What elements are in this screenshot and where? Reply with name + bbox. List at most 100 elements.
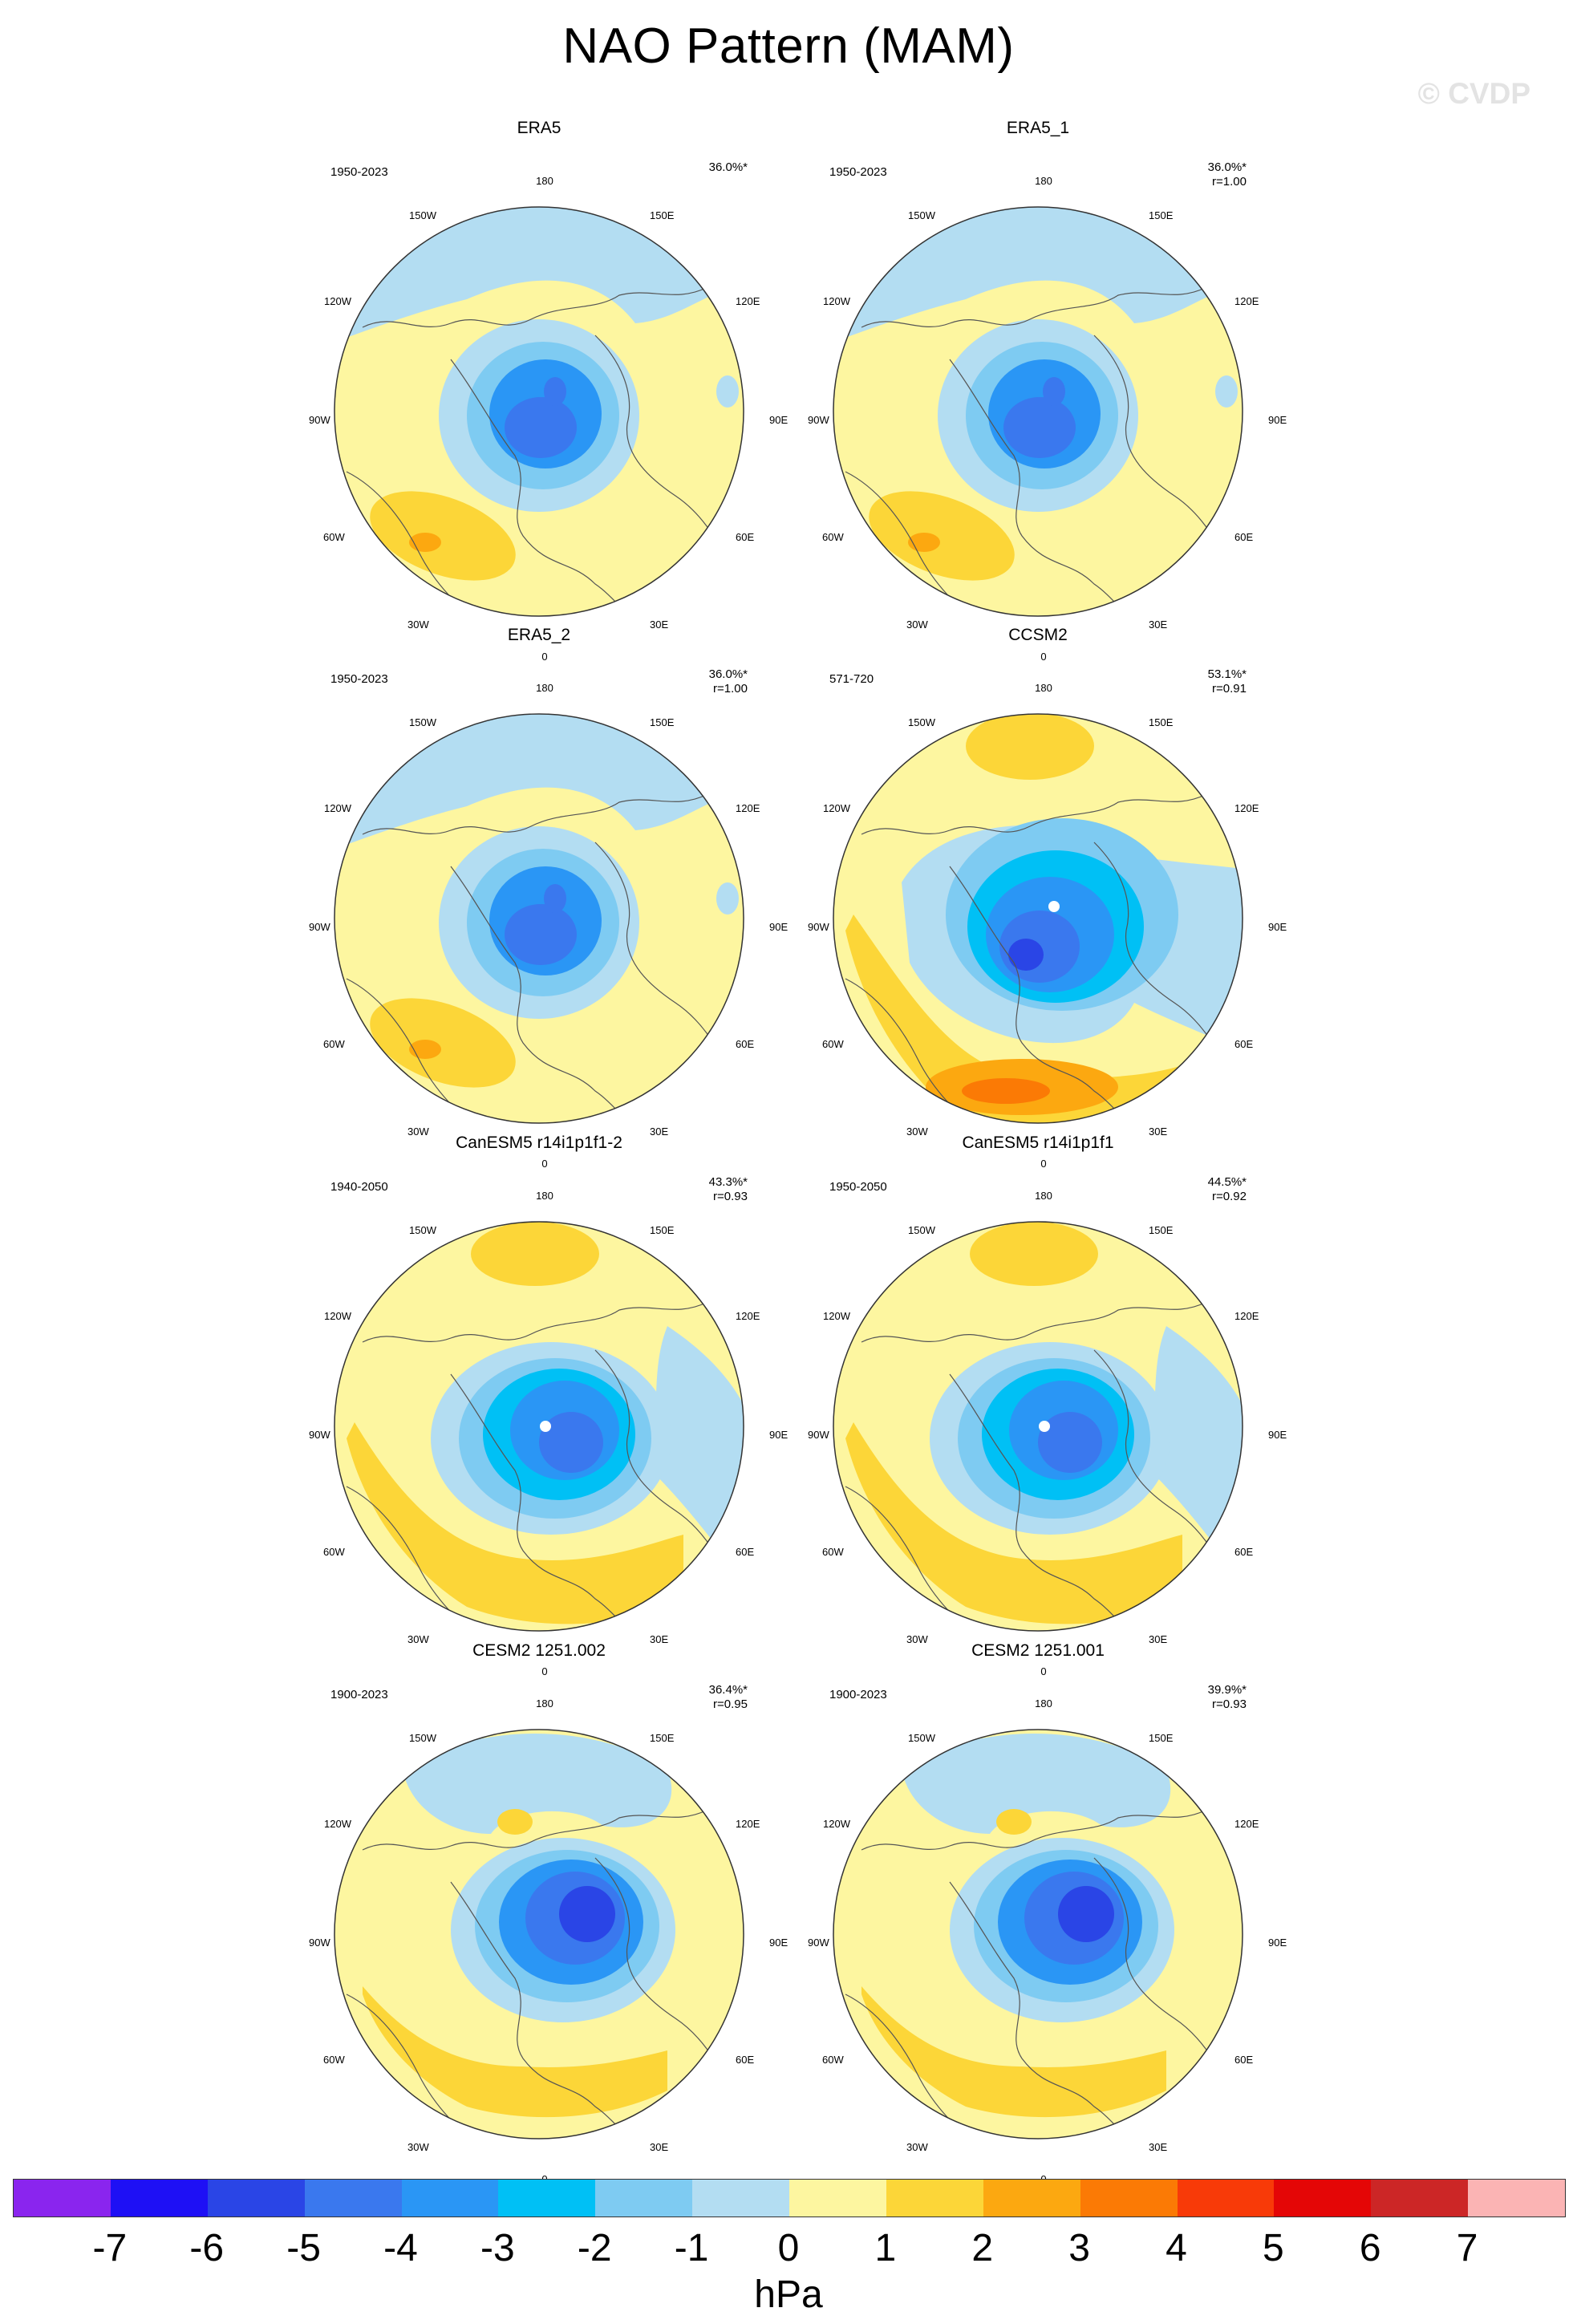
map-panel: CCSM2 0 180 30E 60E 90E 120E 150E 30W 60W 90W 120W 1… bbox=[781, 626, 1471, 1170]
lon-label: 60E bbox=[1234, 1038, 1254, 1050]
lon-label: 60W bbox=[323, 1546, 345, 1558]
lon-label: 120W bbox=[324, 802, 351, 814]
panel-stats: 43.3%* r=0.93 bbox=[659, 1175, 748, 1204]
lon-label: 60E bbox=[736, 1038, 755, 1050]
colorbar bbox=[13, 2179, 1566, 2217]
panel-stats: 39.9%* r=0.93 bbox=[1158, 1683, 1247, 1712]
polar-map bbox=[833, 713, 1243, 1124]
map-panel: ERA5 0 180 30E 60E 90E 120E 150E 30W 60W 90W 120W 15… bbox=[282, 119, 972, 663]
lon-label: 30E bbox=[1149, 619, 1168, 631]
colorbar-tick-label: -4 bbox=[383, 2227, 418, 2269]
map-panel: CanESM5 r14i1p1f1 0 180 30E 60E 90E 120E 150E 30… bbox=[781, 1134, 1471, 1677]
polar-map bbox=[334, 1729, 744, 2139]
lon-label: 150E bbox=[1149, 1732, 1174, 1744]
colorbar-tick-label: 3 bbox=[1068, 2227, 1090, 2269]
lon-label: 90E bbox=[1268, 921, 1287, 933]
lon-label: 120W bbox=[823, 1310, 850, 1322]
colorbar-tick-label: 7 bbox=[1456, 2227, 1478, 2269]
panel-correlation: r=0.92 bbox=[1212, 1190, 1247, 1203]
lon-label: 150W bbox=[409, 716, 436, 728]
lon-label: 60W bbox=[822, 531, 844, 543]
colorbar-swatch bbox=[595, 2180, 693, 2217]
lon-label: 30W bbox=[407, 619, 429, 631]
colorbar-swatch bbox=[1177, 2180, 1275, 2217]
lon-label: 90E bbox=[1268, 1429, 1287, 1441]
colorbar-swatch bbox=[14, 2180, 111, 2217]
panel-period: 1900-2023 bbox=[829, 1688, 887, 1701]
map-panel: ERA5_2 0 180 30E 60E 90E 120E 150E 30W 60W 90W 120W… bbox=[282, 626, 972, 1170]
colorbar-tick-label: -1 bbox=[674, 2227, 709, 2269]
panel-variance: 43.3%* bbox=[708, 1175, 748, 1189]
colorbar-swatch bbox=[1468, 2180, 1565, 2217]
colorbar-tick-label: -7 bbox=[92, 2227, 128, 2269]
panel-title: CESM2 1251.001 bbox=[971, 1641, 1105, 1660]
panel-title: ERA5 bbox=[517, 119, 561, 137]
lon-label: 150W bbox=[409, 209, 436, 221]
lon-label: 30E bbox=[1149, 2141, 1168, 2153]
colorbar-unit-label: hPa bbox=[754, 2273, 823, 2316]
colorbar-tick-label: -6 bbox=[189, 2227, 225, 2269]
lon-label: 150E bbox=[650, 716, 675, 728]
lon-label: 30E bbox=[650, 2141, 669, 2153]
colorbar-tick-label: 0 bbox=[777, 2227, 800, 2269]
panel-stats: 44.5%* r=0.92 bbox=[1158, 1175, 1247, 1204]
lon-label: 60W bbox=[323, 2054, 345, 2066]
panel-stats: 36.0%* r=1.00 bbox=[1158, 160, 1247, 189]
lon-label: 30E bbox=[650, 619, 669, 631]
lon-label: 60W bbox=[323, 1038, 345, 1050]
lon-label: 150W bbox=[908, 209, 935, 221]
lon-label: 120W bbox=[823, 1818, 850, 1830]
lon-label: 150E bbox=[650, 1224, 675, 1236]
map-panel: CESM2 1251.001 0 180 30E 60E 90E 120E 150E 30W 60… bbox=[781, 1641, 1471, 2185]
panel-title: ERA5_2 bbox=[507, 626, 571, 644]
panel-correlation: r=1.00 bbox=[713, 682, 748, 696]
lon-label: 0 bbox=[541, 1665, 548, 1677]
panel-correlation: r=0.95 bbox=[713, 1697, 748, 1711]
panel-stats: 36.0%* r=1.00 bbox=[659, 667, 748, 696]
panel-variance: 53.1%* bbox=[1207, 667, 1247, 681]
lon-label: 90W bbox=[309, 414, 330, 426]
lon-label: 30W bbox=[407, 2141, 429, 2153]
lon-label: 30W bbox=[906, 1633, 928, 1645]
lon-label: 30W bbox=[906, 619, 928, 631]
colorbar-swatch bbox=[304, 2180, 402, 2217]
lon-label: 30E bbox=[650, 1125, 669, 1138]
panel-title: CanESM5 r14i1p1f1-2 bbox=[456, 1134, 622, 1152]
lon-label: 120E bbox=[736, 1310, 760, 1322]
colorbar-swatch bbox=[692, 2180, 789, 2217]
colorbar-tick-label: 6 bbox=[1359, 2227, 1381, 2269]
panel-title: CCSM2 bbox=[1008, 626, 1068, 644]
polar-map bbox=[833, 1729, 1243, 2139]
lon-label: 150E bbox=[1149, 716, 1174, 728]
lon-label: 30W bbox=[906, 1125, 928, 1138]
lon-label: 180 bbox=[1035, 682, 1052, 694]
lon-label: 120E bbox=[1234, 802, 1259, 814]
panel-title: ERA5_1 bbox=[1006, 119, 1070, 137]
lon-label: 90W bbox=[808, 1937, 829, 1949]
polar-map bbox=[334, 206, 744, 617]
lon-label: 180 bbox=[536, 175, 553, 187]
colorbar-swatch bbox=[886, 2180, 983, 2217]
lon-label: 120W bbox=[823, 802, 850, 814]
map-panel: ERA5_1 0 180 30E 60E 90E 120E 150E 30W 60W 90W 120W… bbox=[781, 119, 1471, 663]
lon-label: 120W bbox=[324, 295, 351, 307]
lon-label: 180 bbox=[1035, 175, 1052, 187]
lon-label: 0 bbox=[541, 1158, 548, 1170]
panel-period: 1940-2050 bbox=[330, 1180, 388, 1194]
lon-label: 0 bbox=[541, 651, 548, 663]
polar-map bbox=[833, 206, 1243, 617]
panel-correlation: r=0.93 bbox=[1212, 1697, 1247, 1711]
panel-correlation: r=0.93 bbox=[713, 1190, 748, 1203]
panel-stats: 36.0%* bbox=[659, 160, 748, 175]
lon-label: 0 bbox=[1040, 651, 1047, 663]
panel-period: 1950-2050 bbox=[829, 1180, 887, 1194]
watermark: © CVDP bbox=[1417, 77, 1530, 110]
panel-variance: 36.0%* bbox=[1207, 160, 1247, 174]
lon-label: 30W bbox=[906, 2141, 928, 2153]
lon-label: 60W bbox=[323, 531, 345, 543]
lon-label: 90W bbox=[808, 1429, 829, 1441]
lon-label: 60W bbox=[822, 2054, 844, 2066]
lon-label: 60E bbox=[1234, 1546, 1254, 1558]
lon-label: 180 bbox=[1035, 1697, 1052, 1710]
panel-stats: 36.4%* r=0.95 bbox=[659, 1683, 748, 1712]
